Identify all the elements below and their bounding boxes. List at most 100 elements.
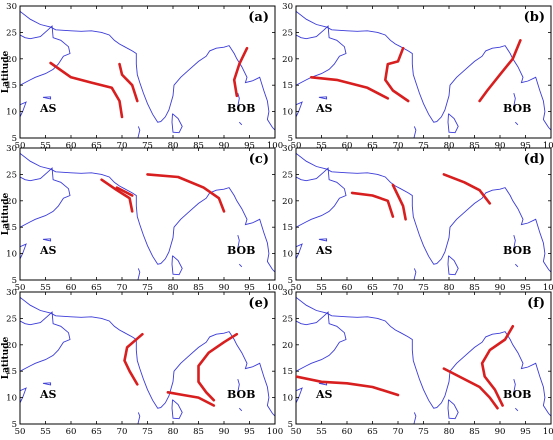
x-tick-label: 100	[267, 283, 283, 293]
track-line	[49, 61, 124, 119]
x-tick-label: 65	[367, 427, 378, 437]
panel-label: (a)	[248, 10, 269, 25]
coastline	[20, 387, 27, 404]
track-line	[166, 390, 216, 407]
y-tick-label: 10	[6, 108, 17, 118]
panel-label: (d)	[524, 152, 545, 167]
x-tick-label: 60	[342, 283, 353, 293]
x-tick-label: 55	[316, 427, 327, 437]
region-label-as: AS	[39, 102, 57, 115]
x-tick-label: 70	[393, 141, 404, 151]
y-tick-label: 25	[6, 28, 17, 38]
coastline-map	[20, 296, 275, 424]
coastline	[137, 268, 141, 280]
x-tick-label: 60	[342, 141, 353, 151]
region-label-as: AS	[315, 244, 333, 257]
plot-frame	[295, 147, 552, 281]
x-tick-label: 75	[418, 427, 429, 437]
x-tick-label: 85	[193, 283, 204, 293]
coastline	[514, 263, 519, 268]
y-tick-label: 10	[6, 394, 17, 404]
x-tick-label: 55	[316, 141, 327, 151]
region-label-bob: BOB	[503, 102, 531, 115]
track-line	[118, 62, 139, 103]
y-tick-label: 30	[6, 288, 17, 298]
coastline	[238, 263, 243, 268]
track-line	[100, 178, 134, 213]
x-tick-label: 50	[291, 141, 302, 151]
x-tick-label: 60	[342, 427, 353, 437]
panel-a: 50 55 60 65 70 75 80 85 90 95 100 5 10 15 20 25 30 (a) AS B…	[1, 2, 283, 151]
coastline	[318, 238, 328, 242]
y-tick-label: 5	[288, 134, 293, 144]
track-line	[115, 186, 134, 197]
coastline	[296, 167, 347, 228]
x-tick-label: 65	[91, 283, 102, 293]
region-label-as: AS	[39, 244, 57, 257]
y-axis-label: Latitude	[1, 337, 11, 380]
y-tick-label: 10	[6, 250, 17, 260]
coastline	[447, 113, 459, 134]
y-tick-label: 20	[282, 55, 293, 65]
y-tick-label: 30	[282, 144, 293, 154]
track-line	[232, 46, 249, 98]
x-tick-label: 50	[15, 427, 26, 437]
x-tick-label: 90	[219, 427, 230, 437]
y-tick-label: 5	[12, 276, 17, 286]
x-tick-label: 80	[168, 141, 179, 151]
x-tick-label: 85	[469, 283, 480, 293]
x-tick-label: 65	[367, 141, 378, 151]
coastline	[514, 407, 519, 412]
coastline	[296, 243, 303, 260]
coastline	[513, 92, 516, 107]
coastline	[296, 25, 347, 86]
coastline	[447, 255, 459, 276]
x-tick-label: 80	[444, 141, 455, 151]
panel-label: (c)	[249, 152, 269, 167]
x-tick-label: 95	[520, 141, 531, 151]
y-tick-label: 15	[6, 367, 17, 377]
y-tick-label: 10	[282, 250, 293, 260]
coastline	[296, 101, 303, 118]
y-tick-label: 25	[6, 170, 17, 180]
plot-frame	[295, 291, 552, 425]
y-tick-label: 15	[282, 367, 293, 377]
coastline	[171, 113, 183, 134]
x-tick-label: 100	[543, 427, 553, 437]
track-line	[296, 375, 400, 397]
y-tick-label: 15	[282, 223, 293, 233]
region-label-bob: BOB	[227, 244, 255, 257]
x-tick-label: 70	[117, 141, 128, 151]
x-tick-label: 100	[543, 141, 553, 151]
region-label-as: AS	[39, 388, 57, 401]
coastline	[514, 121, 519, 126]
coastline	[20, 167, 71, 228]
coastline	[318, 96, 328, 100]
coastline-map	[20, 10, 275, 138]
track-line	[197, 332, 239, 402]
track-line	[383, 46, 410, 103]
y-tick-label: 20	[282, 341, 293, 351]
panel-d: 50 55 60 65 70 75 80 85 90 95 100 5 10 15 20 25 30 (d) AS B…	[282, 144, 553, 293]
region-label-bob: BOB	[227, 102, 255, 115]
x-tick-label: 60	[66, 141, 77, 151]
x-tick-label: 70	[117, 283, 128, 293]
y-axis-label: Latitude	[1, 193, 11, 236]
x-tick-label: 85	[193, 141, 204, 151]
track-line	[442, 367, 499, 410]
y-tick-label: 15	[6, 223, 17, 233]
coastline	[20, 152, 275, 273]
x-tick-label: 80	[444, 283, 455, 293]
region-label-bob: BOB	[503, 244, 531, 257]
coastline	[296, 387, 303, 404]
coastline	[42, 96, 52, 100]
x-tick-label: 95	[244, 141, 255, 151]
x-tick-label: 95	[520, 427, 531, 437]
y-tick-label: 10	[282, 394, 293, 404]
y-tick-label: 10	[282, 108, 293, 118]
y-tick-label: 25	[6, 314, 17, 324]
plot-frame	[19, 291, 276, 425]
x-tick-label: 50	[291, 283, 302, 293]
coastline	[20, 311, 71, 372]
x-tick-label: 75	[418, 283, 429, 293]
